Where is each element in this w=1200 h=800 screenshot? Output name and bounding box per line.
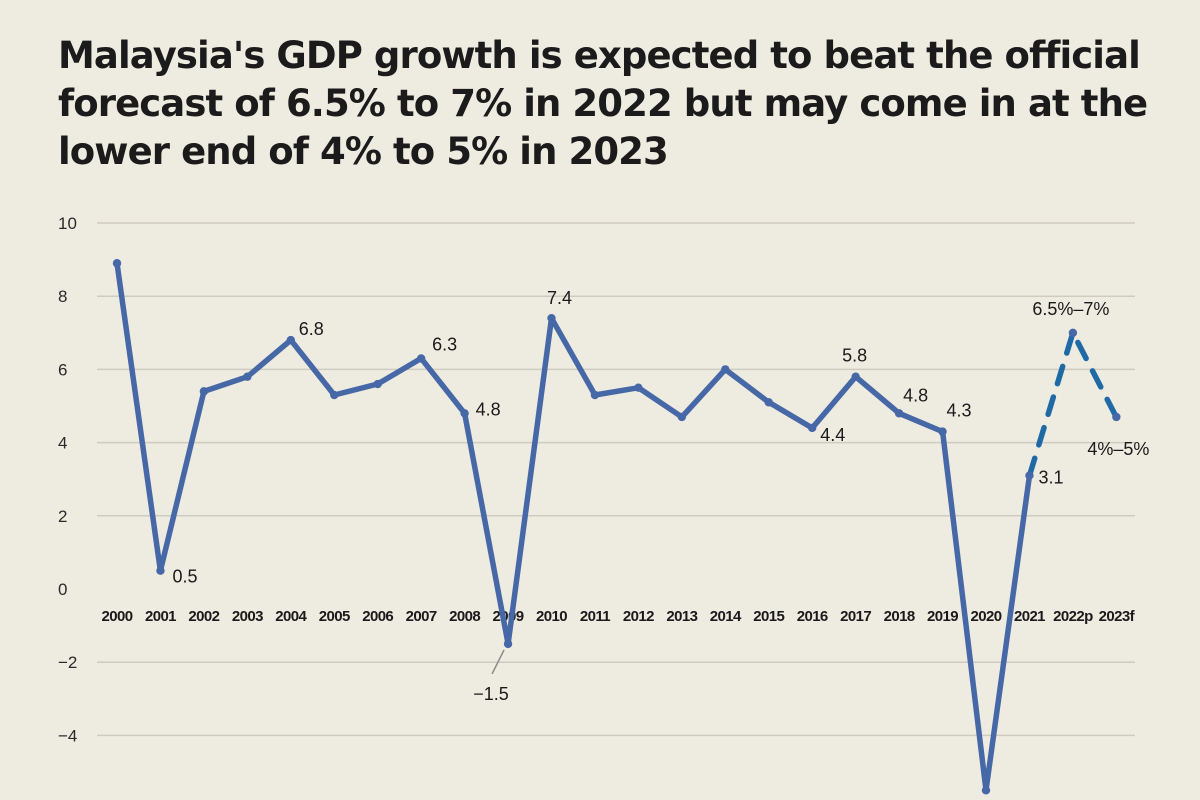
x-tick-label: 2000 bbox=[102, 608, 133, 625]
x-tick-label: 2001 bbox=[145, 608, 176, 625]
data-point bbox=[243, 372, 252, 381]
data-point bbox=[590, 390, 600, 400]
data-point bbox=[808, 423, 817, 433]
x-tick-label: 2022p bbox=[1053, 608, 1093, 625]
y-tick-label: 2 bbox=[58, 507, 67, 526]
x-tick-label: 2002 bbox=[188, 608, 219, 625]
x-tick-label: 2014 bbox=[710, 608, 742, 625]
data-point bbox=[503, 639, 513, 649]
x-tick-label: 2012 bbox=[623, 608, 654, 625]
y-tick-label: 4 bbox=[58, 434, 67, 453]
data-point bbox=[156, 566, 165, 575]
data-label: 6.5%–7% bbox=[1032, 299, 1109, 319]
data-point bbox=[634, 383, 643, 392]
data-label: 4.3 bbox=[947, 401, 972, 421]
data-point bbox=[721, 365, 730, 374]
data-label: 4.4 bbox=[820, 425, 845, 445]
x-tick-label: 2019 bbox=[927, 608, 958, 625]
data-point bbox=[981, 786, 991, 795]
x-tick-label: 2003 bbox=[232, 608, 263, 625]
x-tick-label: 2011 bbox=[580, 608, 610, 625]
data-label: 5.8 bbox=[842, 346, 867, 366]
forecast-point bbox=[1112, 412, 1121, 422]
x-tick-label: 2013 bbox=[666, 608, 697, 625]
leader-line bbox=[491, 649, 505, 675]
data-point bbox=[330, 390, 339, 400]
actual-series-line bbox=[114, 260, 1033, 794]
x-tick-label: 2009 bbox=[493, 608, 524, 625]
data-label: 7.4 bbox=[547, 288, 572, 308]
data-point bbox=[894, 409, 904, 418]
data-label: 4.8 bbox=[476, 399, 501, 419]
data-point bbox=[1025, 471, 1034, 480]
data-label: 6.8 bbox=[299, 319, 324, 339]
x-tick-label: 2018 bbox=[884, 608, 915, 625]
x-tick-label: 2016 bbox=[797, 608, 828, 625]
data-label: 0.5 bbox=[172, 567, 197, 587]
x-tick-label: 2020 bbox=[971, 608, 1002, 625]
x-tick-label: 2007 bbox=[406, 608, 437, 625]
data-point bbox=[416, 354, 426, 363]
data-label: −1.5 bbox=[473, 684, 509, 704]
data-point bbox=[112, 259, 122, 268]
y-tick-label: −4 bbox=[58, 726, 77, 745]
y-tick-label: 10 bbox=[58, 214, 77, 233]
data-point bbox=[938, 427, 947, 436]
data-label: 4%–5% bbox=[1087, 439, 1149, 459]
x-tick-label: 2010 bbox=[536, 608, 567, 625]
data-point bbox=[547, 313, 556, 323]
x-tick-label: 2023f bbox=[1099, 608, 1136, 625]
data-point bbox=[373, 379, 382, 389]
data-point bbox=[677, 412, 687, 422]
y-tick-label: 6 bbox=[58, 360, 67, 379]
data-point bbox=[851, 372, 860, 381]
data-label: 4.8 bbox=[903, 385, 928, 405]
data-point bbox=[199, 387, 209, 396]
y-tick-label: 0 bbox=[58, 580, 67, 599]
x-tick-label: 2008 bbox=[449, 608, 480, 625]
data-point bbox=[286, 335, 295, 345]
y-tick-label: 8 bbox=[58, 287, 67, 306]
x-tick-label: 2006 bbox=[362, 608, 393, 625]
data-point bbox=[764, 398, 773, 407]
y-tick-label: −2 bbox=[58, 653, 77, 672]
x-tick-label: 2017 bbox=[840, 608, 871, 625]
x-tick-label: 2004 bbox=[275, 608, 307, 625]
x-tick-label: 2005 bbox=[319, 608, 350, 625]
forecast-point bbox=[1068, 328, 1078, 337]
forecast-series-line bbox=[1026, 330, 1120, 479]
x-tick-label: 2021 bbox=[1014, 608, 1045, 625]
data-label: 3.1 bbox=[1038, 468, 1063, 488]
x-tick-label: 2015 bbox=[753, 608, 784, 625]
data-label: 6.3 bbox=[432, 334, 457, 354]
chart-title: Malaysia's GDP growth is expected to bea… bbox=[58, 34, 1148, 173]
data-point bbox=[460, 409, 469, 418]
